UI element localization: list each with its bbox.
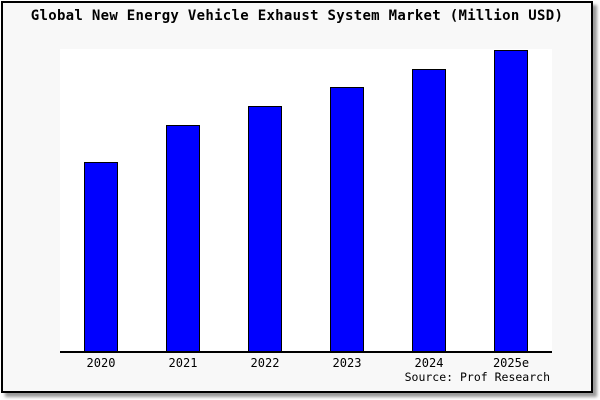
chart-title: Global New Energy Vehicle Exhaust System… — [30, 8, 564, 24]
chart-card: Global New Energy Vehicle Exhaust System… — [1, 1, 593, 393]
x-tick-label-2020: 2020 — [86, 356, 116, 370]
x-tick-label-2025e: 2025e — [492, 356, 530, 370]
plot-area — [60, 49, 552, 353]
x-tick-label-2022: 2022 — [250, 356, 280, 370]
bar-2021 — [166, 125, 200, 351]
x-tick-label-2024: 2024 — [414, 356, 444, 370]
bar-2023 — [330, 87, 364, 351]
bar-2024 — [412, 69, 446, 351]
bar-2025e — [494, 50, 528, 351]
source-note: Source: Prof Research — [404, 370, 550, 384]
bar-2022 — [248, 106, 282, 351]
bar-2020 — [84, 162, 118, 351]
x-tick-label-2021: 2021 — [168, 356, 198, 370]
x-axis-labels: 2020 2021 2022 2023 2024 2025e — [60, 356, 552, 370]
x-tick-label-2023: 2023 — [332, 356, 362, 370]
